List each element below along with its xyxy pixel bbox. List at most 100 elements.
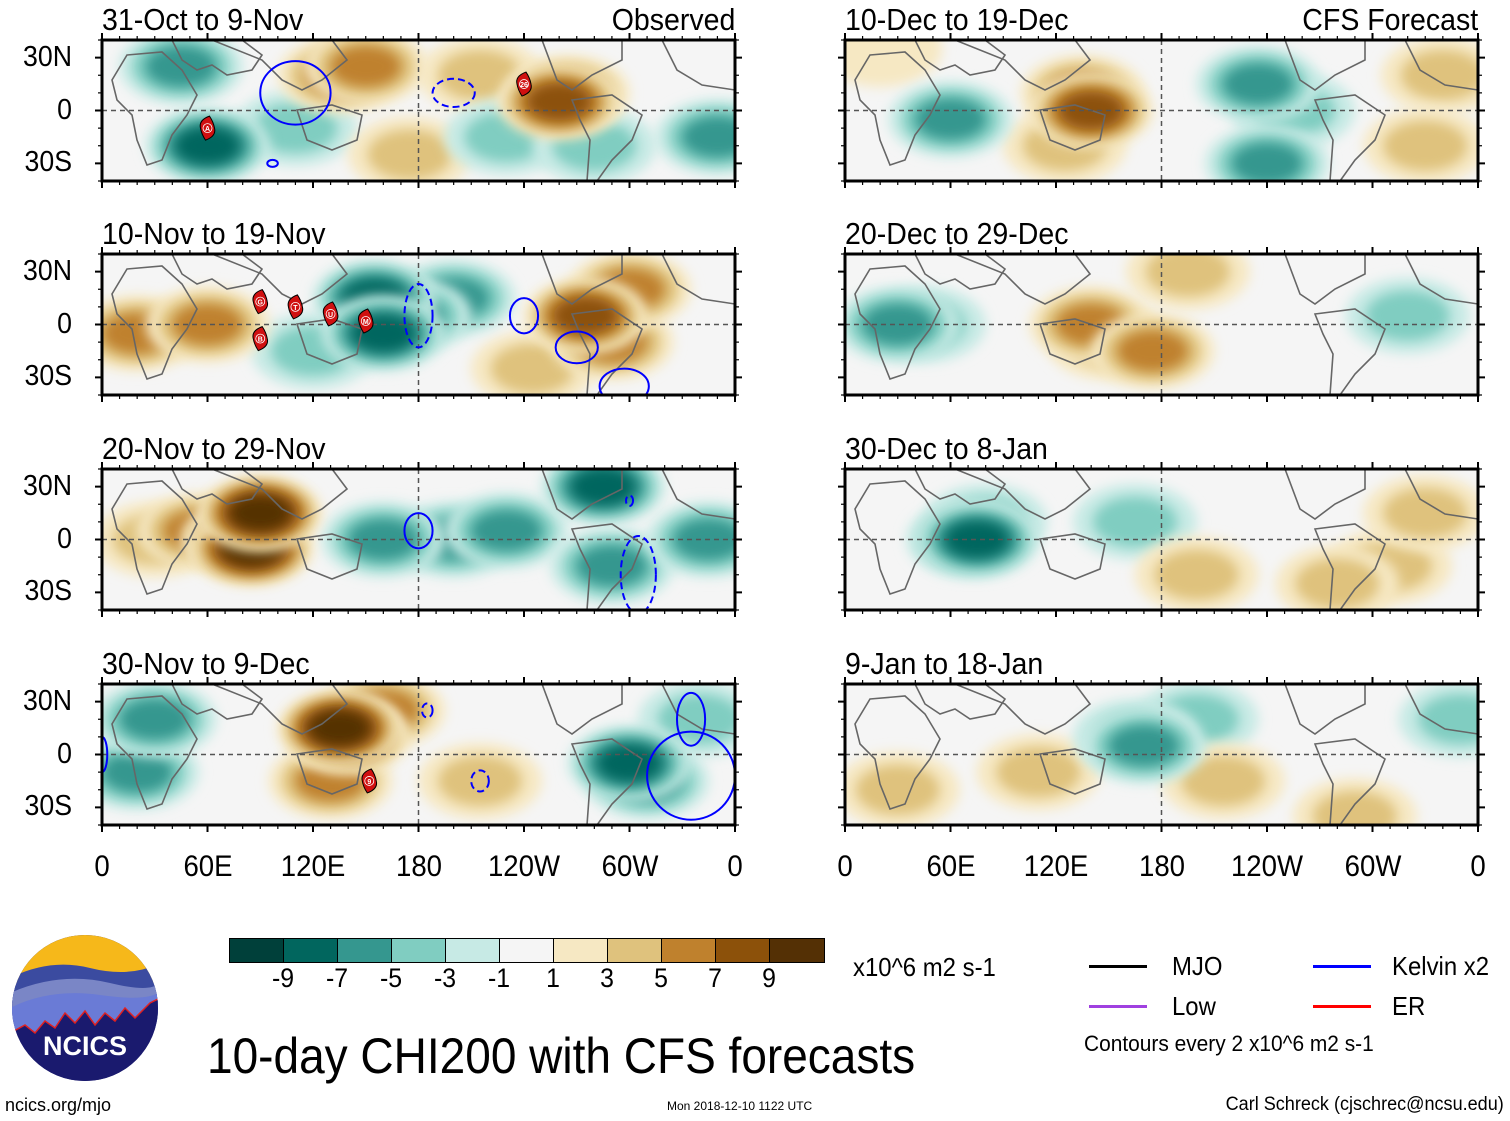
coastline	[570, 738, 643, 825]
map-panel	[95, 462, 742, 617]
coastline	[954, 469, 1092, 520]
coastline	[854, 265, 941, 380]
kelvin-contour	[421, 702, 434, 719]
coastline	[111, 265, 198, 380]
colorbar-tick-label: -3	[433, 963, 457, 993]
coastline	[914, 40, 1007, 76]
panel-tag: CFS Forecast	[1302, 2, 1478, 37]
storm-label: 9	[367, 779, 371, 786]
storm-label: A	[205, 126, 210, 133]
panel-title: 31-Oct to 9-Nov	[102, 2, 304, 37]
kelvin-contour	[675, 691, 707, 747]
colorbar-swatch	[662, 939, 716, 962]
logo-text: NCICS	[43, 1031, 127, 1061]
panel-title: 30-Nov to 9-Dec	[102, 646, 310, 681]
anomaly-blob	[172, 303, 243, 346]
coastline	[541, 254, 623, 305]
storm-label: B	[258, 337, 263, 344]
y-tick-label: 30N	[23, 254, 72, 287]
coastline	[854, 695, 941, 810]
x-tick-label: 0	[94, 850, 110, 883]
x-tick-label: 60W	[1344, 850, 1401, 883]
kelvin-contour	[403, 512, 434, 550]
figure-title: 10-day CHI200 with CFS forecasts	[207, 1028, 916, 1084]
kelvin-contour	[554, 330, 599, 365]
anomaly-blob	[1117, 330, 1189, 372]
colorbar-swatch	[500, 939, 554, 962]
coastline	[914, 684, 1007, 720]
anomaly-blob	[673, 518, 735, 561]
storm-marker: U	[322, 301, 339, 327]
anomaly-blob	[1222, 63, 1294, 105]
storm-label: 26	[520, 82, 528, 89]
anomaly-blob	[145, 45, 217, 88]
anomaly-blob	[996, 747, 1081, 798]
coastline	[295, 748, 363, 795]
colorbar-swatch	[230, 939, 284, 962]
kelvin-contour	[646, 730, 735, 821]
kelvin-contour	[266, 158, 279, 168]
panel-title: 10-Nov to 19-Nov	[102, 216, 326, 251]
storm-label: T	[293, 305, 298, 312]
x-tick-label: 0	[837, 850, 853, 883]
site-link[interactable]: ncics.org/mjo	[5, 1095, 112, 1115]
legend-label-low: Low	[1172, 991, 1216, 1021]
anomaly-blob	[1145, 254, 1230, 297]
coastline	[1284, 40, 1366, 91]
coastline	[914, 254, 1007, 290]
anomaly-blob	[862, 303, 934, 346]
anomaly-blob	[1093, 496, 1178, 547]
coastline	[914, 469, 1007, 505]
anomaly-blob	[175, 127, 240, 165]
legend-label-mjo: MJO	[1172, 951, 1223, 981]
x-tick-label: 60E	[182, 850, 233, 883]
coastline	[1284, 469, 1366, 520]
coastline	[661, 684, 735, 735]
coastline	[661, 469, 735, 520]
anomaly-blob	[1231, 142, 1303, 181]
anomaly-blob	[102, 751, 173, 793]
anomaly-blob	[553, 297, 618, 335]
y-tick-label: 0	[57, 93, 72, 126]
coastline	[1313, 523, 1386, 610]
colorbar-swatch	[446, 939, 500, 962]
storm-marker: M	[357, 308, 374, 334]
storm-marker: A	[199, 115, 216, 141]
colorbar	[229, 938, 825, 963]
x-tick-label: 120E	[280, 850, 346, 883]
coastline	[570, 94, 643, 181]
x-tick-label: 180	[1138, 850, 1185, 883]
panel-title: 20-Dec to 29-Dec	[845, 216, 1069, 251]
coastline	[111, 480, 198, 595]
coastline	[1038, 318, 1106, 365]
anomaly-blob	[438, 50, 523, 101]
y-tick-label: 0	[57, 307, 72, 340]
anomaly-blob	[438, 755, 523, 806]
storm-marker: T	[287, 294, 304, 320]
x-tick-label: 0	[1470, 850, 1486, 883]
storm-marker: 9	[361, 768, 378, 794]
coastline	[171, 40, 264, 76]
coastline	[1284, 684, 1366, 735]
anomaly-blob	[230, 495, 291, 531]
coastline	[854, 51, 941, 166]
storm-marker: 26	[516, 71, 532, 97]
anomaly-blob	[845, 40, 943, 87]
coastline	[954, 40, 1092, 91]
y-tick-label: 30S	[24, 790, 73, 823]
map-panel	[838, 677, 1485, 832]
kelvin-contour	[259, 60, 332, 126]
coastline	[1404, 469, 1478, 520]
ncics-logo[interactable]: NCICS	[10, 933, 160, 1083]
legend-line-er	[1313, 1005, 1371, 1008]
coastline	[295, 533, 363, 580]
coastline	[295, 104, 363, 151]
y-tick-label: 30N	[23, 40, 72, 73]
coastline	[541, 469, 623, 520]
anomaly-blob	[1108, 725, 1180, 767]
y-tick-label: 30S	[24, 146, 73, 179]
coastline	[1313, 308, 1386, 395]
colorbar-tick-label: 3	[600, 963, 614, 993]
colorbar-tick-label: -1	[487, 963, 511, 993]
coastline	[661, 40, 735, 91]
